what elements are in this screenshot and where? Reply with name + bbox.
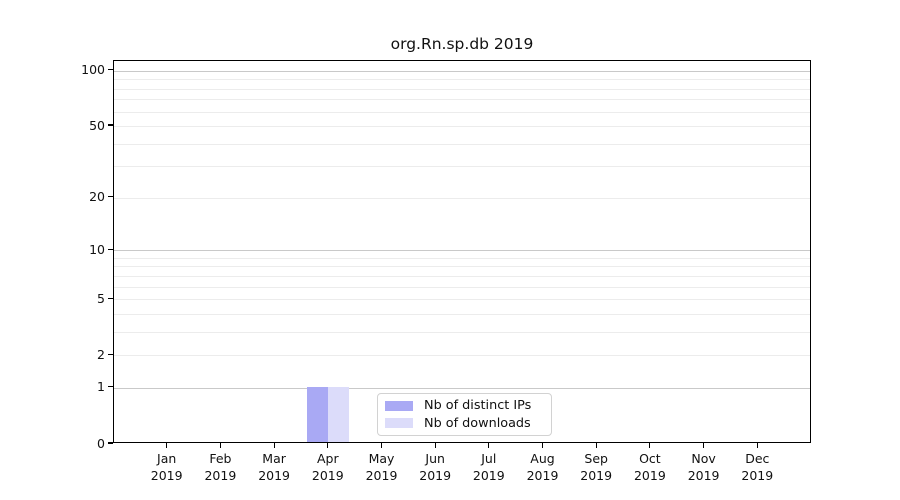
gridline-5 — [114, 299, 810, 301]
gridline-50 — [114, 126, 810, 127]
legend-swatch-distinct-ips-icon — [385, 400, 413, 412]
x-tick-mark-dec — [756, 443, 758, 448]
gridline-40 — [114, 143, 810, 145]
x-tick-label-aug: Aug 2019 — [526, 451, 559, 483]
gridline-3 — [114, 331, 810, 333]
plot-area — [113, 60, 811, 443]
y-tick-mark-0 — [107, 442, 113, 444]
x-tick-label-jun: Jun 2019 — [419, 451, 452, 483]
x-tick-label-may: May 2019 — [365, 451, 398, 483]
gridline-8 — [114, 266, 810, 268]
gridline-9 — [114, 257, 810, 259]
gridline-60 — [114, 111, 810, 113]
gridline-90 — [114, 79, 810, 81]
gridline-20 — [114, 197, 810, 199]
y-tick-label-2: 2 — [97, 346, 105, 362]
x-tick-label-dec: Dec 2019 — [741, 451, 774, 483]
x-tick-label-oct: Oct 2019 — [633, 451, 666, 483]
x-tick-label-jan: Jan 2019 — [150, 451, 183, 483]
legend-item-downloads: Nb of downloads — [378, 416, 551, 431]
x-tick-label-feb: Feb 2019 — [204, 451, 237, 483]
gridline-6 — [114, 286, 810, 288]
y-tick-mark-10 — [107, 248, 113, 250]
x-tick-mark-jul — [488, 443, 490, 448]
bar-apr-downloads — [327, 387, 349, 442]
y-tick-label-20: 20 — [89, 189, 105, 205]
gridline-7 — [114, 275, 810, 277]
legend-label-distinct-ips: Nb of distinct IPs — [424, 398, 532, 414]
y-tick-mark-20 — [107, 196, 113, 198]
x-tick-label-sep: Sep 2019 — [580, 451, 613, 483]
gridline-80 — [114, 88, 810, 90]
x-tick-mark-oct — [649, 443, 651, 448]
x-tick-mark-jan — [166, 443, 168, 448]
gridline-1 — [114, 387, 810, 389]
x-tick-label-apr: Apr 2019 — [311, 451, 344, 483]
x-tick-label-jul: Jul 2019 — [472, 451, 505, 483]
x-tick-label-nov: Nov 2019 — [687, 451, 720, 483]
gridline-100 — [114, 70, 810, 72]
legend-swatch-downloads-icon — [385, 417, 413, 429]
chart-title: org.Rn.sp.db 2019 — [390, 35, 534, 53]
x-tick-mark-nov — [703, 443, 705, 448]
y-tick-label-50: 50 — [89, 117, 105, 133]
y-tick-label-1: 1 — [97, 379, 105, 395]
x-tick-mark-sep — [595, 443, 597, 448]
x-tick-mark-aug — [541, 443, 544, 448]
x-tick-mark-feb — [219, 443, 221, 448]
x-tick-label-mar: Mar 2019 — [258, 451, 290, 483]
gridline-2 — [114, 355, 810, 357]
y-tick-label-10: 10 — [89, 241, 105, 257]
gridline-4 — [114, 313, 810, 315]
gridline-10 — [114, 250, 810, 252]
y-tick-mark-100 — [107, 69, 113, 71]
gridline-30 — [114, 166, 810, 168]
y-tick-label-100: 100 — [81, 62, 105, 78]
x-tick-mark-may — [380, 443, 383, 448]
bar-apr-distinct-ips — [306, 387, 328, 442]
x-tick-mark-jun — [434, 443, 436, 448]
y-tick-mark-50 — [107, 124, 113, 126]
y-tick-label-0: 0 — [97, 435, 105, 451]
y-tick-mark-2 — [107, 353, 113, 355]
x-tick-mark-mar — [273, 443, 275, 448]
gridline-70 — [114, 99, 810, 101]
legend-item-distinct-ips: Nb of distinct IPs — [378, 398, 551, 413]
y-tick-mark-1 — [107, 386, 113, 388]
y-tick-label-5: 5 — [97, 290, 105, 306]
y-tick-mark-5 — [107, 297, 113, 299]
x-tick-mark-apr — [327, 443, 329, 448]
legend: Nb of distinct IPs Nb of downloads — [377, 393, 552, 436]
legend-label-downloads: Nb of downloads — [424, 415, 531, 431]
